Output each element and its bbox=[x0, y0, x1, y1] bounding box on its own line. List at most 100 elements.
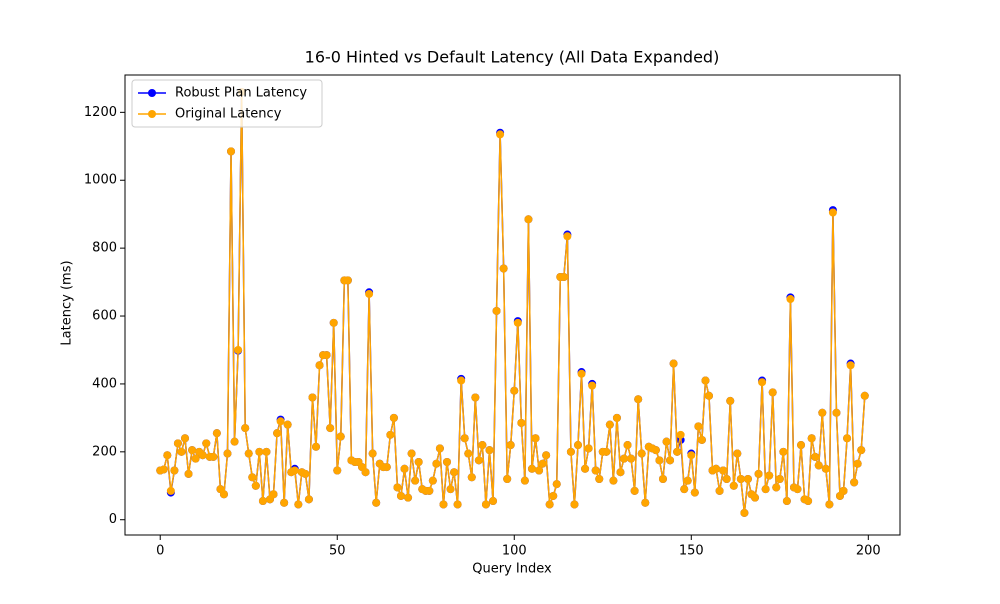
series-marker bbox=[634, 395, 643, 404]
series-marker bbox=[425, 486, 434, 495]
series-marker bbox=[860, 391, 869, 400]
series-marker bbox=[736, 474, 745, 483]
x-axis-label: Query Index bbox=[472, 562, 552, 577]
series-marker bbox=[315, 361, 324, 370]
series-marker bbox=[173, 439, 182, 448]
series-marker bbox=[602, 447, 611, 456]
series-marker bbox=[673, 447, 682, 456]
series-marker bbox=[627, 454, 636, 463]
series-marker bbox=[400, 464, 409, 473]
series-marker bbox=[761, 485, 770, 494]
series-marker bbox=[435, 444, 444, 453]
series-marker bbox=[591, 466, 600, 475]
series-marker bbox=[704, 391, 713, 400]
series-marker bbox=[276, 417, 285, 426]
plot-frame bbox=[124, 74, 901, 536]
series-marker bbox=[846, 361, 855, 370]
series-marker bbox=[273, 429, 282, 438]
series-marker bbox=[712, 464, 721, 473]
series-marker bbox=[531, 434, 540, 443]
series-marker bbox=[687, 451, 696, 460]
series-marker bbox=[404, 493, 413, 502]
series-marker bbox=[428, 476, 437, 485]
series-marker bbox=[751, 493, 760, 502]
series-marker bbox=[393, 483, 402, 492]
series-marker bbox=[563, 232, 572, 241]
series-marker bbox=[457, 376, 466, 385]
series-marker bbox=[202, 439, 211, 448]
series-marker bbox=[181, 434, 190, 443]
series-marker bbox=[853, 459, 862, 468]
series-marker bbox=[333, 466, 342, 475]
series-marker bbox=[825, 500, 834, 509]
series-marker bbox=[697, 435, 706, 444]
series-marker bbox=[223, 449, 232, 458]
series-marker bbox=[797, 441, 806, 450]
series-marker bbox=[609, 476, 618, 485]
series-marker bbox=[832, 408, 841, 417]
series-marker bbox=[793, 485, 802, 494]
series-marker bbox=[581, 464, 590, 473]
series-marker bbox=[839, 486, 848, 495]
series-marker bbox=[184, 469, 193, 478]
series-marker bbox=[464, 449, 473, 458]
series-marker bbox=[743, 474, 752, 483]
x-tick-label: 0 bbox=[156, 544, 164, 559]
series-marker bbox=[811, 452, 820, 461]
series-marker bbox=[177, 447, 186, 456]
series-marker bbox=[513, 318, 522, 327]
series-marker bbox=[669, 359, 678, 368]
y-tick-label: 600 bbox=[92, 309, 117, 324]
series-marker bbox=[782, 497, 791, 506]
series-marker bbox=[166, 486, 175, 495]
series-marker bbox=[588, 381, 597, 390]
series-marker bbox=[775, 474, 784, 483]
series-marker bbox=[719, 466, 728, 475]
series-marker bbox=[322, 351, 331, 360]
legend-label: Robust Plan Latency bbox=[175, 86, 307, 101]
series-marker bbox=[566, 447, 575, 456]
series-marker bbox=[517, 418, 526, 427]
series-marker bbox=[545, 500, 554, 509]
series-marker bbox=[382, 463, 391, 472]
series-marker bbox=[620, 454, 629, 463]
series-marker bbox=[262, 447, 271, 456]
y-tick-label: 1200 bbox=[84, 105, 117, 120]
series-marker bbox=[694, 422, 703, 431]
series-marker bbox=[814, 461, 823, 470]
series-marker bbox=[680, 485, 689, 494]
series-marker bbox=[471, 393, 480, 402]
series-marker bbox=[485, 446, 494, 455]
series-marker bbox=[361, 468, 370, 477]
series-marker bbox=[772, 483, 781, 492]
series-marker bbox=[676, 430, 685, 439]
y-tick-label: 0 bbox=[109, 512, 117, 527]
series-marker bbox=[641, 498, 650, 507]
series-marker bbox=[290, 466, 299, 475]
legend-label: Original Latency bbox=[175, 107, 282, 122]
series-marker bbox=[396, 491, 405, 500]
series-marker bbox=[251, 481, 260, 490]
x-tick-label: 150 bbox=[679, 544, 704, 559]
series-marker bbox=[786, 295, 795, 304]
series-marker bbox=[779, 447, 788, 456]
series-marker bbox=[804, 497, 813, 506]
series-marker bbox=[312, 442, 321, 451]
series-marker bbox=[304, 495, 313, 504]
series-marker bbox=[595, 474, 604, 483]
series-marker bbox=[637, 449, 646, 458]
series-marker bbox=[283, 420, 292, 429]
series-marker bbox=[326, 424, 335, 433]
series-marker bbox=[690, 488, 699, 497]
y-axis-label: Latency (ms) bbox=[60, 260, 75, 345]
series-marker bbox=[524, 215, 533, 224]
series-marker bbox=[209, 452, 218, 461]
series-marker bbox=[630, 486, 639, 495]
series-marker bbox=[828, 208, 837, 217]
series-marker bbox=[520, 476, 529, 485]
series-marker bbox=[506, 441, 515, 450]
series-marker bbox=[198, 451, 207, 460]
series-marker bbox=[584, 444, 593, 453]
series-marker bbox=[729, 481, 738, 490]
